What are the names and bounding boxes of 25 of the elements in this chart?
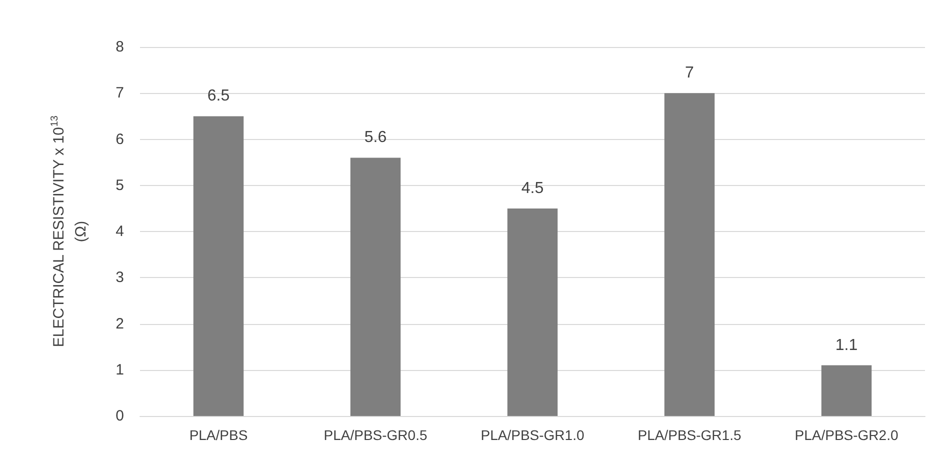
y-tick-label: 0 [116, 408, 124, 424]
bar [193, 116, 244, 416]
data-label: 6.5 [207, 88, 230, 105]
bar [350, 158, 401, 416]
x-tick-label: PLA/PBS-GR2.0 [794, 427, 898, 443]
y-tick-label: 5 [116, 176, 124, 194]
y-tick-label: 8 [116, 38, 124, 56]
data-label: 4.5 [521, 180, 544, 197]
y-tick-label: 3 [116, 269, 124, 286]
y-tick-label: 2 [116, 315, 124, 332]
bar [821, 365, 872, 416]
x-tick-label: PLA/PBS [189, 427, 248, 443]
bar [507, 208, 558, 416]
x-tick-label: PLA/PBS-GR1.0 [480, 427, 584, 443]
text: ELECTRICAL RESISTIVITY x 1013 (Ω) [50, 115, 90, 348]
y-tick-label: 1 [116, 361, 124, 378]
data-label: 7 [685, 64, 694, 82]
data-label: 5.6 [364, 129, 387, 146]
y-tick-label: 4 [116, 223, 124, 240]
y-tick-label: 6 [116, 130, 124, 148]
y-tick-label: 7 [116, 84, 124, 102]
data-label: 1.1 [835, 336, 858, 354]
bar [664, 93, 715, 416]
x-tick-label: PLA/PBS-GR1.5 [638, 427, 742, 443]
x-tick-label: PLA/PBS-GR0.5 [324, 427, 428, 443]
